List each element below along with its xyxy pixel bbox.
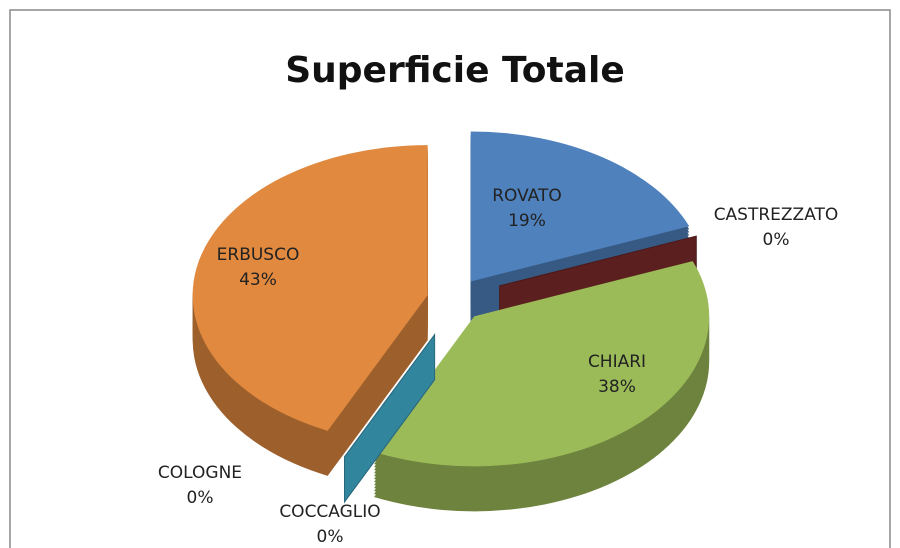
slice-label: COCCAGLIO — [279, 502, 380, 522]
slice — [374, 261, 710, 467]
slice — [344, 333, 436, 504]
slice-label: COLOGNE — [158, 463, 242, 483]
slice-value-label: 38% — [598, 377, 636, 397]
slice-value-label: 43% — [239, 270, 277, 290]
slice-label: CASTREZZATO — [714, 205, 839, 225]
chart-title: Superficie Totale — [285, 50, 625, 91]
slice-value-label: 0% — [317, 527, 344, 547]
slice-label: ROVATO — [492, 186, 562, 206]
slice-value-label: 0% — [763, 230, 790, 250]
slice-value-label: 0% — [187, 488, 214, 508]
slice-label: CHIARI — [588, 352, 646, 372]
slice-value-label: 19% — [508, 211, 546, 231]
slice — [470, 131, 690, 282]
slice — [192, 145, 428, 431]
slice-label: ERBUSCO — [217, 245, 300, 265]
